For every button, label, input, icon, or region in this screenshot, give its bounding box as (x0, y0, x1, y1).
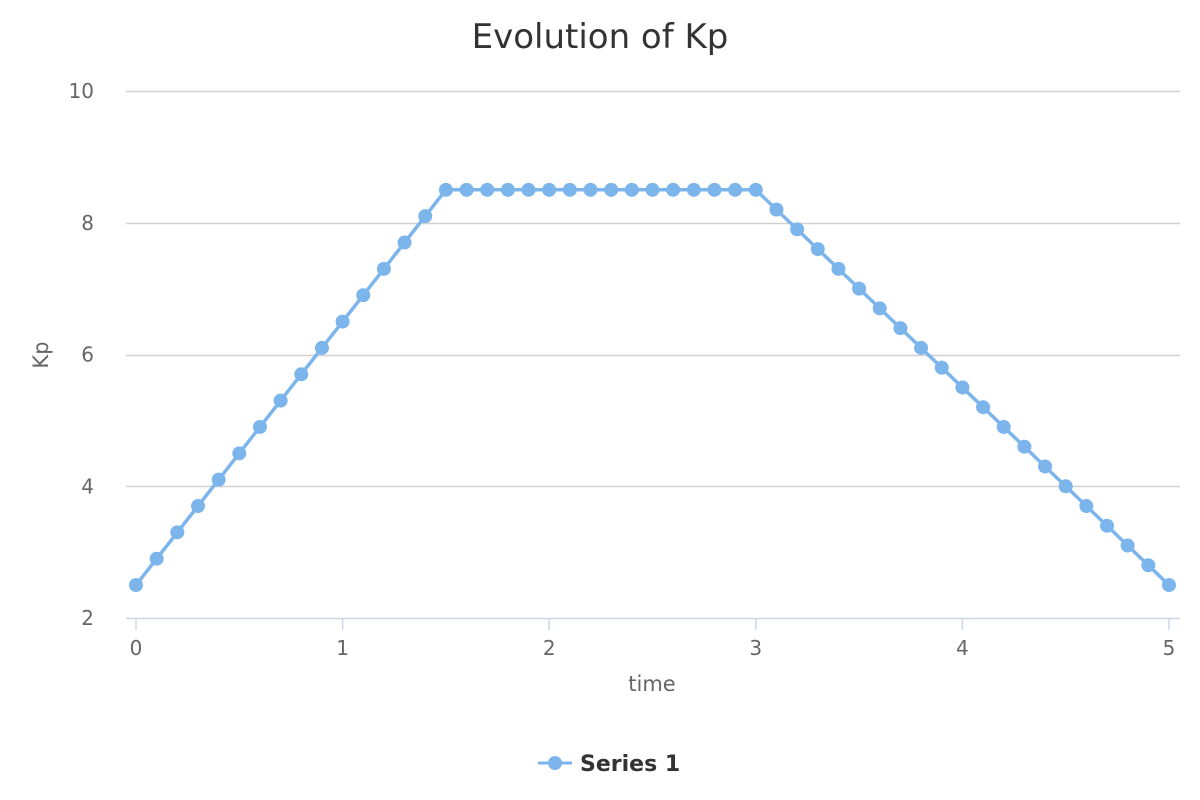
x-tick-label: 5 (1163, 636, 1176, 660)
data-point[interactable] (1017, 439, 1032, 454)
data-point[interactable] (1079, 499, 1094, 514)
legend-label[interactable]: Series 1 (580, 752, 680, 777)
series-layer (129, 182, 1176, 593)
data-point[interactable] (686, 182, 701, 197)
series-line (134, 188, 1171, 587)
data-point[interactable] (604, 182, 619, 197)
data-point[interactable] (666, 182, 681, 197)
data-point[interactable] (438, 182, 453, 197)
data-point[interactable] (872, 301, 887, 316)
data-point[interactable] (252, 419, 267, 434)
data-point[interactable] (1058, 479, 1073, 494)
data-point[interactable] (914, 340, 929, 355)
data-point[interactable] (356, 288, 371, 303)
data-point[interactable] (521, 182, 536, 197)
data-point[interactable] (418, 209, 433, 224)
data-point[interactable] (314, 340, 329, 355)
data-point[interactable] (790, 222, 805, 237)
data-point[interactable] (149, 551, 164, 566)
data-point[interactable] (480, 182, 495, 197)
data-point[interactable] (1162, 578, 1176, 593)
data-point[interactable] (707, 182, 722, 197)
legend-marker-icon (548, 756, 562, 770)
data-point[interactable] (129, 578, 143, 593)
y-axis-label: Kp (29, 341, 53, 368)
data-point[interactable] (170, 525, 185, 540)
data-point[interactable] (624, 182, 639, 197)
data-point[interactable] (583, 182, 598, 197)
data-point[interactable] (728, 182, 743, 197)
data-point[interactable] (335, 314, 350, 329)
data-point[interactable] (852, 281, 867, 296)
data-point[interactable] (562, 182, 577, 197)
data-point[interactable] (645, 182, 660, 197)
grid (126, 90, 1180, 488)
data-point[interactable] (1120, 538, 1135, 553)
x-axis-label: time (628, 672, 675, 696)
data-point[interactable] (459, 182, 474, 197)
data-point[interactable] (376, 261, 391, 276)
y-tick-label: 6 (81, 343, 94, 367)
y-tick-label: 2 (81, 606, 94, 630)
data-point[interactable] (996, 419, 1011, 434)
y-tick-label: 10 (69, 79, 94, 103)
data-point[interactable] (976, 400, 991, 415)
x-tick-label: 2 (543, 636, 556, 660)
data-point[interactable] (810, 242, 825, 257)
x-tick-label: 3 (749, 636, 762, 660)
data-point[interactable] (190, 499, 205, 514)
data-point[interactable] (1141, 558, 1156, 573)
data-point[interactable] (294, 367, 309, 382)
y-tick-label: 8 (81, 211, 94, 235)
data-point[interactable] (232, 446, 247, 461)
data-point[interactable] (1100, 518, 1115, 533)
legend[interactable]: Series 1 (538, 752, 680, 777)
data-point[interactable] (893, 321, 908, 336)
axes: 2 4 6 8 10 0 1 2 3 4 5 (69, 79, 1180, 660)
data-point[interactable] (397, 235, 412, 250)
data-point[interactable] (955, 380, 970, 395)
data-point[interactable] (211, 472, 226, 487)
data-point[interactable] (934, 360, 949, 375)
data-point[interactable] (542, 182, 557, 197)
chart-title: Evolution of Kp (472, 17, 729, 57)
data-point[interactable] (769, 202, 784, 217)
x-tick-label: 1 (336, 636, 349, 660)
x-tick-label: 4 (956, 636, 969, 660)
data-point[interactable] (500, 182, 515, 197)
data-point[interactable] (748, 182, 763, 197)
data-point[interactable] (1038, 459, 1053, 474)
y-tick-label: 4 (81, 474, 94, 498)
data-point[interactable] (831, 261, 846, 276)
data-point[interactable] (273, 393, 288, 408)
x-tick-label: 0 (130, 636, 143, 660)
